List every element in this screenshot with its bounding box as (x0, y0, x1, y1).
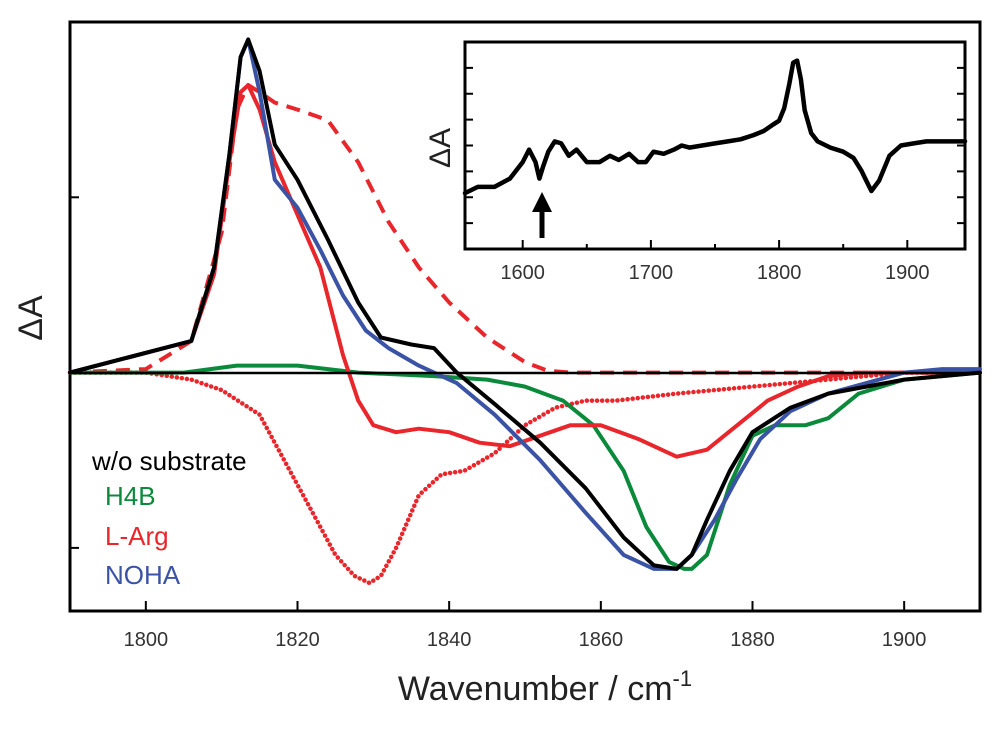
legend-item-h4b: H4B (105, 481, 156, 511)
legend-item-l-arg: L-Arg (105, 521, 169, 551)
legend: w/o substrate H4B L-Arg NOHA (91, 446, 247, 590)
series-line-w-o-substrate (68, 37, 982, 571)
main-plot-frame (68, 20, 982, 613)
legend-item-noha: NOHA (105, 560, 181, 590)
inset-y-axis-title: ΔA (424, 128, 457, 168)
series-line-l-arg (68, 83, 982, 459)
x-tick-label-1840: 1840 (427, 629, 472, 651)
x-tick-label-1880: 1880 (730, 629, 775, 651)
inset-x-tick-label-1700: 1700 (629, 262, 674, 284)
x-axis-title-main: Wavenumber / cm (398, 670, 673, 708)
inset-plot: 1600 1700 1800 1900 ΔA (424, 40, 968, 284)
inset-series (462, 58, 968, 196)
main-series (67, 37, 983, 586)
inset-x-tick-label-1800: 1800 (757, 262, 802, 284)
main-ticks: 1800 1820 1840 1860 1880 1900 (70, 21, 927, 651)
inset-x-tick-label-1600: 1600 (500, 262, 545, 284)
x-tick-label-1820: 1820 (275, 629, 320, 651)
legend-item-w-o-substrate: w/o substrate (91, 446, 247, 476)
inset-x-tick-label-1900: 1900 (885, 262, 930, 284)
x-axis-title: Wavenumber / cm-1 (398, 666, 692, 708)
inset-arrow (532, 192, 552, 238)
series-line-dotted (67, 370, 983, 586)
main-plot: 1800 1820 1840 1860 1880 1900 (67, 20, 983, 651)
x-axis-title-superscript: -1 (673, 666, 693, 691)
x-tick-label-1860: 1860 (579, 629, 624, 651)
inset-arrow-head (532, 192, 552, 212)
x-tick-label-1800: 1800 (124, 629, 169, 651)
x-tick-label-1900: 1900 (882, 629, 927, 651)
inset-ticks: 1600 1700 1800 1900 (465, 66, 965, 284)
inset-series-line (462, 58, 968, 196)
y-axis-title: ΔA (12, 295, 50, 341)
